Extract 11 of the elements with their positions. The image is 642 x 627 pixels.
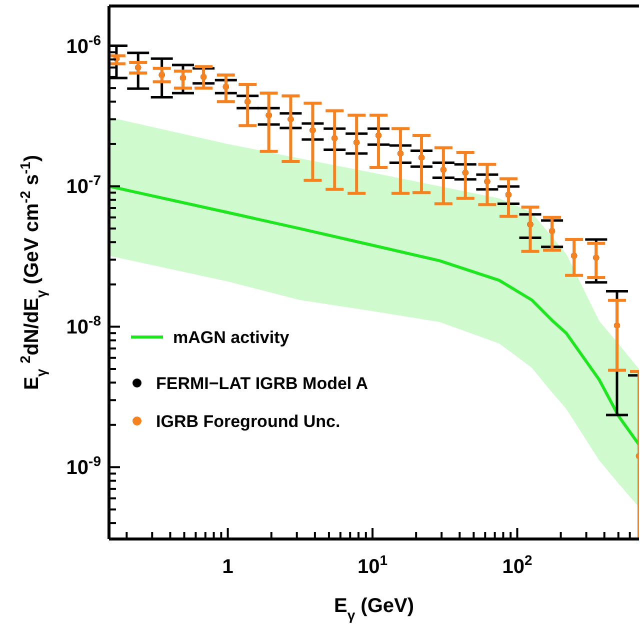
x-tick-label: 1 (222, 556, 234, 578)
legend-label: IGRB Foreground Unc. (156, 412, 340, 431)
y-tick-label: 10$^{-7}$ (66, 172, 102, 198)
x-tick-label: 10$^{2}$ (502, 552, 532, 578)
y-tick-label: 10$^{-9}$ (66, 453, 102, 480)
y-tick-label: 10$^{-8}$ (66, 312, 102, 339)
x-axis-title: E$_{γ}$ (GeV) (334, 595, 414, 623)
legend-label: FERMI−LAT IGRB Model A (156, 374, 368, 393)
legend-label: mAGN activity (173, 328, 290, 347)
x-tick-label: 10$^{1}$ (358, 552, 388, 578)
y-tick-label: 10$^{-6}$ (66, 32, 102, 58)
